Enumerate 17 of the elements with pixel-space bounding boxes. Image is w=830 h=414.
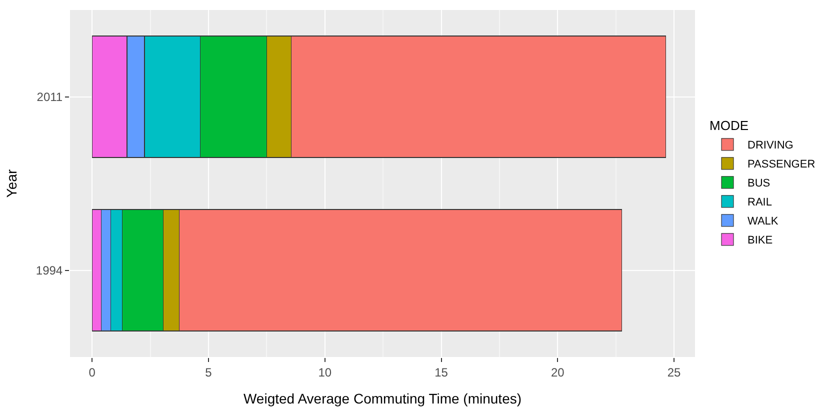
x-axis-title: Weigted Average Commuting Time (minutes): [243, 390, 522, 407]
legend-label: PASSENGER: [748, 158, 816, 171]
legend-title: MODE: [710, 118, 749, 133]
legend-label: BUS: [748, 178, 770, 190]
y-axis-title: Year: [3, 169, 20, 198]
x-tick-label: 15: [434, 365, 448, 380]
x-tick-label: 25: [667, 365, 682, 380]
legend-label: WALK: [748, 216, 779, 228]
legend-label: BIKE: [748, 234, 773, 247]
y-tick-label: 2011: [36, 90, 63, 104]
x-tick-label: 5: [205, 365, 212, 380]
x-tick-label: 0: [88, 365, 96, 380]
x-tick-label: 20: [550, 365, 565, 380]
x-tick-label: 10: [318, 365, 332, 380]
y-tick-label: 1994: [36, 263, 63, 278]
legend-label: RAIL: [748, 196, 772, 209]
legend-label: DRIVING: [748, 140, 794, 152]
